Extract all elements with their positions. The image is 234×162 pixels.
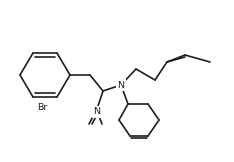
Text: N: N bbox=[94, 108, 100, 116]
Text: Br: Br bbox=[37, 103, 47, 111]
Text: N: N bbox=[117, 81, 124, 89]
